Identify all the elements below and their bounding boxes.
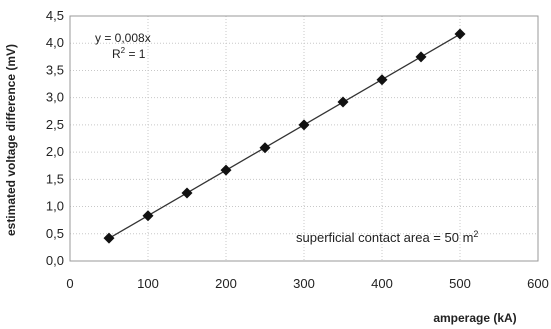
x-tick-label: 200 [215, 276, 237, 291]
x-tick-label: 0 [66, 276, 73, 291]
plot-area [69, 15, 539, 262]
plot-border [69, 15, 539, 262]
y-tick-label: 4,5 [46, 8, 64, 23]
y-tick-labels: 0,0 0,5 1,0 1,5 2,0 2,5 3,0 3,5 4,0 4,5 [46, 8, 64, 268]
y-tick-label: 0,5 [46, 226, 64, 241]
y-tick-label: 1,0 [46, 199, 64, 214]
r-squared-value: = 1 [125, 47, 146, 61]
trendline-group [108, 33, 461, 239]
contact-area-exponent: 2 [473, 229, 478, 239]
x-tick-labels: 0 100 200 300 400 500 600 [66, 276, 548, 291]
y-tick-label: 4,0 [46, 35, 64, 50]
data-point [415, 51, 427, 63]
contact-area-text: superficial contact area = 50 m [296, 230, 473, 245]
data-point [142, 210, 154, 222]
x-tick-label: 300 [293, 276, 315, 291]
data-point [259, 142, 271, 154]
y-tick-label: 1,5 [46, 171, 64, 186]
data-point [103, 232, 115, 244]
data-point [454, 28, 466, 40]
data-point [337, 96, 349, 108]
data-point [220, 164, 232, 176]
y-tick-label: 2,0 [46, 144, 64, 159]
y-tick-label: 3,0 [46, 90, 64, 105]
x-tick-label: 100 [137, 276, 159, 291]
y-axis-title: estimated voltage difference (mV) [4, 44, 18, 236]
y-tick-label: 2,5 [46, 117, 64, 132]
data-point [376, 74, 388, 86]
r-squared-prefix: R [112, 47, 121, 61]
r-squared-label: R2 = 1 [112, 46, 146, 61]
contact-area-label: superficial contact area = 50 m2 [296, 229, 478, 245]
equation-label: y = 0,008x [95, 31, 151, 45]
x-axis-title: amperage (kA) [433, 311, 516, 325]
y-tick-label: 0,0 [46, 253, 64, 268]
data-points [103, 28, 466, 244]
x-tick-label: 600 [527, 276, 549, 291]
x-tick-label: 500 [449, 276, 471, 291]
y-tick-label: 3,5 [46, 62, 64, 77]
x-tick-label: 400 [371, 276, 393, 291]
trendline [108, 33, 461, 239]
data-point [298, 119, 310, 131]
data-point [181, 187, 193, 199]
r-squared-exponent: 2 [121, 46, 126, 55]
